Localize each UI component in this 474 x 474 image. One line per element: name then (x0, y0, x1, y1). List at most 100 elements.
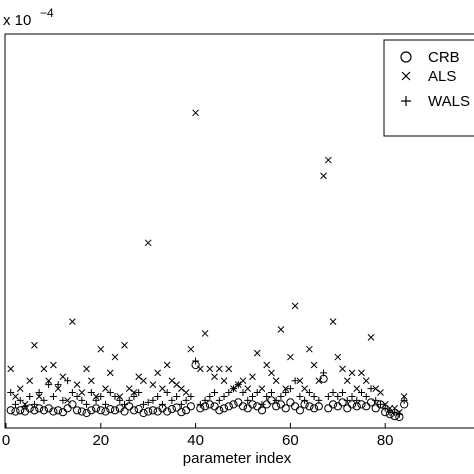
als-point (244, 385, 252, 392)
wals-point (296, 392, 304, 400)
als-point (215, 365, 223, 373)
crb-point (229, 400, 238, 409)
x-tick-label: 0 (2, 432, 10, 449)
crb-point (366, 398, 376, 407)
als-point (291, 302, 299, 310)
crb-point (77, 407, 86, 416)
wals-point (376, 400, 384, 408)
wals-point (59, 396, 67, 404)
x-tick-label: 80 (377, 432, 394, 449)
crb-point (172, 403, 181, 412)
wals-point (125, 396, 133, 404)
als-point (16, 385, 24, 392)
als-point (211, 373, 218, 381)
wals-point (310, 392, 318, 400)
als-point (35, 393, 43, 400)
als-point (121, 341, 128, 349)
crb-point (110, 406, 120, 415)
als-point (140, 377, 147, 385)
als-point (64, 397, 71, 404)
wals-point (248, 392, 256, 400)
crb-point (338, 398, 347, 407)
wals-point (45, 381, 53, 389)
wals-point (358, 389, 365, 397)
als-point (201, 330, 209, 337)
wals-point (87, 389, 95, 397)
crb-point (144, 407, 153, 416)
als-point (348, 369, 356, 377)
wals-point (339, 389, 347, 397)
als-point (50, 361, 57, 369)
als-point (362, 377, 370, 385)
als-point (249, 373, 256, 381)
als-point (343, 377, 351, 385)
als-point (268, 369, 275, 377)
x-axis-label: parameter index (183, 450, 292, 467)
wals-point (102, 400, 110, 408)
crb-point (177, 408, 186, 417)
crb-point (106, 405, 115, 414)
crb-point (35, 404, 44, 413)
wals-point (35, 389, 43, 397)
als-point (225, 365, 233, 373)
als-point (7, 365, 15, 373)
wals-point (11, 400, 19, 408)
als-point (135, 373, 143, 381)
crb-point (182, 406, 191, 415)
wals-point (173, 392, 181, 400)
als-point (372, 385, 380, 392)
x-tick-label: 40 (187, 432, 204, 449)
als-point (92, 393, 100, 400)
wals-point (372, 396, 380, 404)
wals-point (154, 392, 162, 400)
legend: CRB ALS WALS (383, 39, 474, 137)
wals-point (111, 392, 119, 400)
wals-point (187, 392, 195, 400)
wals-point (239, 389, 247, 397)
legend-marker-crb (400, 51, 412, 63)
wals-point (211, 389, 219, 397)
wals-point (343, 396, 351, 404)
wals-point (381, 404, 389, 412)
wals-point (286, 385, 294, 393)
als-point (182, 389, 190, 396)
wals-point (234, 381, 242, 389)
als-point (149, 381, 157, 389)
als-point (59, 373, 67, 381)
x-axis-ticks: 0 20 40 60 80 (2, 423, 394, 449)
wals-point (282, 389, 290, 397)
crb-point (11, 407, 20, 416)
als-point (111, 353, 119, 361)
wals-point (395, 410, 403, 418)
crb-point (96, 406, 105, 415)
wals-point (230, 385, 238, 393)
als-point (26, 377, 34, 385)
wals-point (149, 396, 157, 404)
crb-point (186, 402, 195, 411)
wals-point (182, 396, 190, 404)
chart-marks (6, 109, 409, 422)
als-point (69, 318, 76, 325)
als-point (196, 365, 204, 373)
wals-point (158, 400, 166, 408)
crb-point (238, 402, 248, 411)
legend-marker-wals (401, 96, 411, 106)
als-point (144, 239, 152, 247)
wals-point (353, 396, 361, 404)
crb-point (329, 400, 338, 409)
crb-point (39, 406, 49, 415)
crb-point (87, 406, 96, 415)
crb-point (68, 400, 77, 409)
crb-point (281, 404, 290, 413)
x-tick-label: 20 (92, 432, 109, 449)
crb-point (82, 408, 91, 418)
wals-point (267, 389, 275, 397)
wals-point (121, 400, 128, 408)
crb-point (92, 404, 101, 413)
crb-point (148, 406, 157, 415)
crb-point (129, 406, 139, 415)
wals-point (78, 396, 86, 404)
als-point (45, 377, 53, 385)
als-point (353, 385, 361, 392)
